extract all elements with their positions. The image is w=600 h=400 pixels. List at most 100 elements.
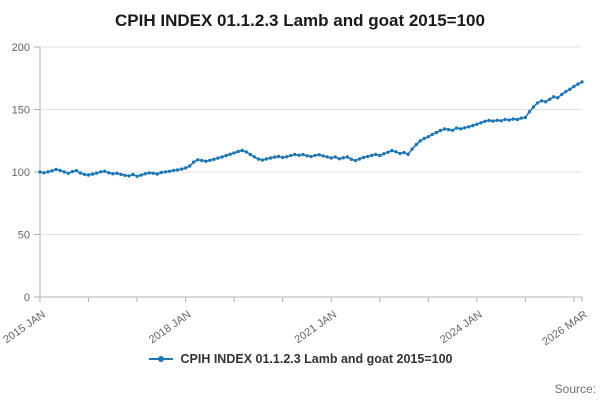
data-point-marker — [301, 152, 305, 157]
data-point-marker — [232, 151, 236, 155]
data-point-marker — [353, 158, 358, 163]
data-point-marker — [196, 158, 200, 162]
data-point-marker — [370, 153, 374, 158]
data-point-marker — [527, 110, 532, 114]
x-axis-label: 2018 JAN — [147, 309, 194, 347]
data-point-marker — [297, 153, 301, 157]
data-point-marker — [285, 155, 289, 159]
data-point-marker — [499, 119, 503, 123]
data-point-marker — [204, 159, 208, 163]
data-point-marker — [115, 171, 119, 175]
data-point-marker — [188, 164, 192, 168]
source-label: Source: — [554, 382, 596, 396]
data-point-marker — [99, 170, 103, 174]
data-point-marker — [406, 152, 410, 156]
data-point-marker — [523, 115, 528, 120]
data-point-marker — [394, 150, 398, 154]
data-point-marker — [333, 155, 337, 159]
data-point-marker — [159, 170, 163, 175]
data-point-marker — [531, 105, 536, 109]
data-point-marker — [459, 127, 463, 131]
data-point-marker — [434, 130, 439, 135]
data-point-marker — [163, 170, 168, 174]
data-point-marker — [90, 172, 95, 176]
data-point-marker — [276, 154, 281, 159]
data-point-marker — [50, 169, 54, 173]
data-point-marker — [378, 153, 382, 158]
data-point-marker — [361, 155, 366, 160]
data-point-marker — [74, 168, 79, 173]
chart-container: CPIH INDEX 01.1.2.3 Lamb and goat 2015=1… — [0, 11, 600, 396]
data-point-marker — [236, 149, 240, 154]
data-point-marker — [289, 153, 293, 158]
data-point-marker — [426, 135, 430, 139]
data-point-marker — [454, 126, 459, 130]
y-axis-label: 0 — [24, 292, 30, 304]
data-point-marker — [467, 125, 471, 129]
data-point-marker — [256, 157, 261, 161]
data-point-marker — [382, 152, 386, 156]
data-point-marker — [171, 168, 176, 173]
data-point-marker — [576, 82, 580, 86]
data-point-marker — [414, 142, 418, 147]
data-point-marker — [450, 128, 455, 132]
data-point-marker — [325, 155, 329, 159]
data-point-marker — [471, 123, 475, 128]
data-point-marker — [483, 119, 487, 124]
data-point-marker — [66, 171, 71, 175]
data-point-marker — [131, 172, 135, 177]
data-point-marker — [580, 80, 584, 84]
series-line — [39, 81, 583, 178]
data-point-marker — [123, 173, 127, 177]
data-point-marker — [167, 169, 172, 173]
data-point-marker — [139, 173, 143, 177]
data-point-marker — [487, 118, 491, 123]
data-point-marker — [135, 174, 139, 178]
data-point-marker — [54, 167, 58, 172]
data-point-marker — [248, 152, 252, 157]
data-point-marker — [386, 150, 390, 154]
legend[interactable]: CPIH INDEX 01.1.2.3 Lamb and goat 2015=1… — [0, 352, 600, 366]
data-point-marker — [78, 171, 83, 175]
data-point-marker — [317, 153, 321, 157]
data-point-marker — [543, 100, 548, 104]
y-axis-label: 50 — [18, 230, 30, 242]
data-point-marker — [321, 154, 325, 158]
y-axis-label: 200 — [12, 42, 30, 54]
data-point-marker — [463, 126, 467, 130]
data-point-marker — [479, 121, 483, 125]
data-point-marker — [365, 154, 370, 159]
data-point-marker — [70, 169, 75, 174]
data-point-marker — [560, 92, 564, 97]
data-point-marker — [329, 156, 333, 160]
legend-label: CPIH INDEX 01.1.2.3 Lamb and goat 2015=1… — [180, 352, 453, 366]
data-point-marker — [103, 169, 107, 173]
data-point-marker — [337, 157, 341, 161]
data-point-marker — [281, 155, 285, 160]
x-axis-label: 2026 MAR — [540, 309, 590, 349]
x-axis-label: 2015 JAN — [1, 309, 48, 347]
data-point-marker — [511, 117, 515, 121]
data-point-marker — [398, 151, 402, 156]
chart-title: CPIH INDEX 01.1.2.3 Lamb and goat 2015=1… — [115, 11, 485, 30]
data-point-marker — [515, 117, 519, 122]
x-axis-label: 2024 JAN — [438, 309, 485, 347]
data-point-marker — [62, 170, 66, 174]
x-axis-label: 2021 JAN — [292, 309, 339, 347]
data-point-marker — [313, 153, 317, 158]
data-point-marker — [564, 89, 568, 94]
data-point-marker — [208, 158, 212, 162]
data-point-marker — [519, 116, 523, 120]
data-point-marker — [264, 157, 269, 161]
data-point-marker — [305, 154, 309, 158]
data-point-marker — [503, 117, 507, 122]
line-chart-plot: 0 50 100 150 200 2015 JAN 2018 JAN 2021 JAN 2024… — [1, 42, 590, 349]
data-point-marker — [491, 119, 495, 123]
data-point-marker — [220, 155, 224, 159]
data-point-marker — [119, 172, 123, 177]
legend-line-marker-icon — [148, 356, 173, 362]
data-point-marker — [568, 87, 572, 91]
data-point-marker — [572, 84, 576, 89]
data-point-marker — [442, 127, 447, 131]
data-point-marker — [422, 136, 426, 141]
